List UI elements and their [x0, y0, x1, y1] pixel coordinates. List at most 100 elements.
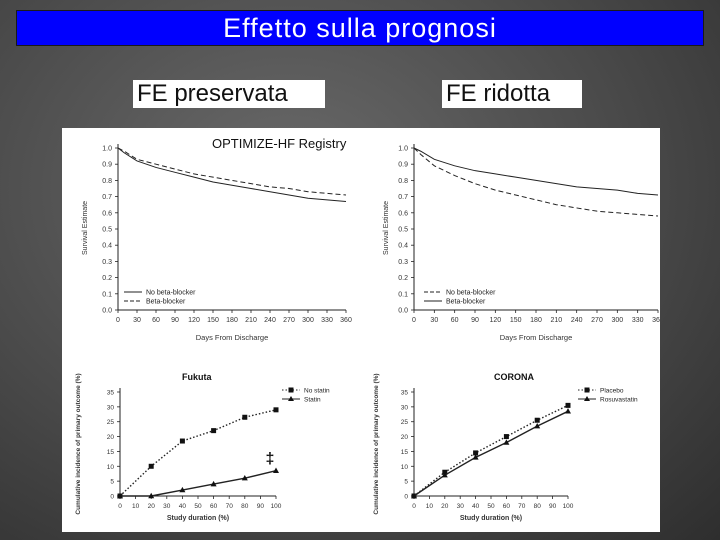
y-tick-label: 0.5 — [102, 227, 112, 234]
y-axis-label: Survival Estimate — [82, 201, 89, 255]
y-tick-label: 0.0 — [102, 308, 112, 315]
y-tick-label: 35 — [401, 390, 409, 397]
y-tick-label: 25 — [107, 419, 115, 426]
x-tick-label: 300 — [611, 317, 623, 324]
legend-label: Beta-blocker — [446, 299, 486, 306]
data-point-square — [565, 402, 571, 408]
data-point-triangle — [411, 492, 417, 499]
y-tick-label: 0 — [110, 494, 114, 501]
data-point-triangle — [472, 454, 479, 460]
x-tick-label: 360 — [340, 317, 352, 324]
x-tick-label: 50 — [487, 503, 495, 510]
y-tick-label: 1.0 — [102, 146, 112, 153]
y-tick-label: 5 — [404, 479, 408, 486]
charts-figure: 0.0 0.1 0.2 0.3 0.4 0.5 0.6 0.7 0.8 0.9 1.0 0 30 60 90… — [75, 136, 664, 522]
data-point-square — [273, 407, 279, 413]
data-point-square — [211, 428, 217, 434]
x-tick-label: 210 — [550, 317, 562, 324]
legend-label: Placebo — [600, 388, 624, 395]
y-tick-label: 0.8 — [398, 178, 408, 185]
x-axis-label: Study duration (%) — [460, 515, 522, 522]
y-tick-label: 15 — [107, 449, 115, 456]
x-tick-label: 90 — [549, 503, 557, 510]
y-tick-label: 20 — [107, 434, 115, 441]
series-line-1 — [413, 404, 569, 497]
data-point-triangle — [273, 467, 279, 473]
legend-marker-square — [288, 387, 294, 393]
series-line-2 — [117, 147, 347, 196]
series-line-1 — [119, 409, 277, 497]
x-tick-label: 120 — [188, 317, 200, 324]
y-tick-label: 30 — [107, 404, 115, 411]
x-axis-label: Days From Discharge — [196, 333, 269, 342]
y-tick-label: 25 — [401, 419, 409, 426]
x-tick-label: 300 — [302, 317, 314, 324]
x-tick-label: 0 — [118, 503, 122, 510]
data-point-triangle — [241, 474, 248, 481]
x-axis-label: Days From Discharge — [500, 333, 573, 342]
x-tick-label: 0 — [412, 503, 416, 510]
x-tick-label: 270 — [591, 317, 603, 324]
legend-label: No beta-blocker — [146, 290, 196, 297]
x-tick-label: 20 — [148, 503, 156, 510]
legend-label: Statin — [304, 397, 321, 404]
chart-title: OPTIMIZE-HF Registry — [212, 136, 347, 151]
legend-label: Beta-blocker — [146, 299, 186, 306]
data-point-triangle — [179, 486, 186, 493]
x-tick-label: 60 — [503, 503, 511, 510]
x-tick-label: 70 — [226, 503, 234, 510]
series-line-2 — [413, 410, 569, 497]
data-point-square — [148, 463, 154, 469]
y-tick-label: 0.1 — [102, 291, 112, 298]
data-point-square — [242, 414, 248, 420]
series-line-2 — [413, 147, 659, 196]
x-tick-label: 80 — [241, 503, 249, 510]
y-tick-label: 0.6 — [102, 210, 112, 217]
data-point-triangle — [148, 492, 155, 499]
chart-title: Fukuta — [182, 372, 212, 382]
x-tick-label: 10 — [426, 503, 434, 510]
significance-annotation: ‡ — [266, 451, 275, 468]
x-tick-label: 120 — [489, 317, 501, 324]
y-tick-label: 0.2 — [102, 275, 112, 282]
legend-label: No beta-blocker — [446, 290, 496, 297]
chart-3: 0 5 10 15 20 25 30 35 0 10 20 30 40 50 60 70 80 90 100 Stud… — [75, 372, 330, 522]
label-preserved-ef: FE preservata — [133, 80, 325, 108]
x-tick-label: 360 — [652, 317, 660, 324]
x-tick-label: 330 — [632, 317, 644, 324]
y-tick-label: 0.3 — [102, 259, 112, 266]
x-axis-label: Study duration (%) — [167, 515, 229, 522]
legend-label: Rosuvastatin — [600, 397, 638, 404]
legend-marker-triangle — [584, 396, 590, 401]
x-tick-label: 30 — [133, 317, 141, 324]
y-tick-label: 10 — [401, 464, 409, 471]
x-tick-label: 240 — [264, 317, 276, 324]
series-line-2 — [120, 470, 277, 497]
x-tick-label: 330 — [321, 317, 333, 324]
series-line-1 — [117, 147, 347, 202]
x-tick-label: 100 — [271, 503, 282, 510]
x-tick-label: 20 — [441, 503, 449, 510]
x-tick-label: 30 — [457, 503, 465, 510]
x-tick-label: 40 — [179, 503, 187, 510]
x-tick-label: 60 — [152, 317, 160, 324]
y-tick-label: 0.9 — [102, 162, 112, 169]
y-tick-label: 0.9 — [398, 162, 408, 169]
x-tick-label: 70 — [518, 503, 526, 510]
data-point-triangle — [117, 492, 123, 499]
data-point-square — [503, 434, 509, 440]
data-point-square — [534, 417, 540, 423]
y-tick-label: 0.8 — [102, 178, 112, 185]
y-tick-label: 5 — [110, 479, 114, 486]
x-tick-label: 10 — [132, 503, 140, 510]
data-point-triangle — [503, 439, 510, 445]
series-line-1 — [413, 147, 659, 217]
chart-2: 0.0 0.1 0.2 0.3 0.4 0.5 0.6 0.7 0.8 0.9 1.0 0 30 60 90… — [383, 144, 664, 342]
y-tick-label: 0.6 — [398, 210, 408, 217]
chart-title: CORONA — [494, 372, 534, 382]
chart-1: 0.0 0.1 0.2 0.3 0.4 0.5 0.6 0.7 0.8 0.9 1.0 0 30 60 90… — [82, 136, 352, 342]
y-tick-label: 0.1 — [398, 291, 408, 298]
data-point-square — [179, 438, 185, 444]
x-tick-label: 210 — [245, 317, 257, 324]
x-tick-label: 90 — [171, 317, 179, 324]
